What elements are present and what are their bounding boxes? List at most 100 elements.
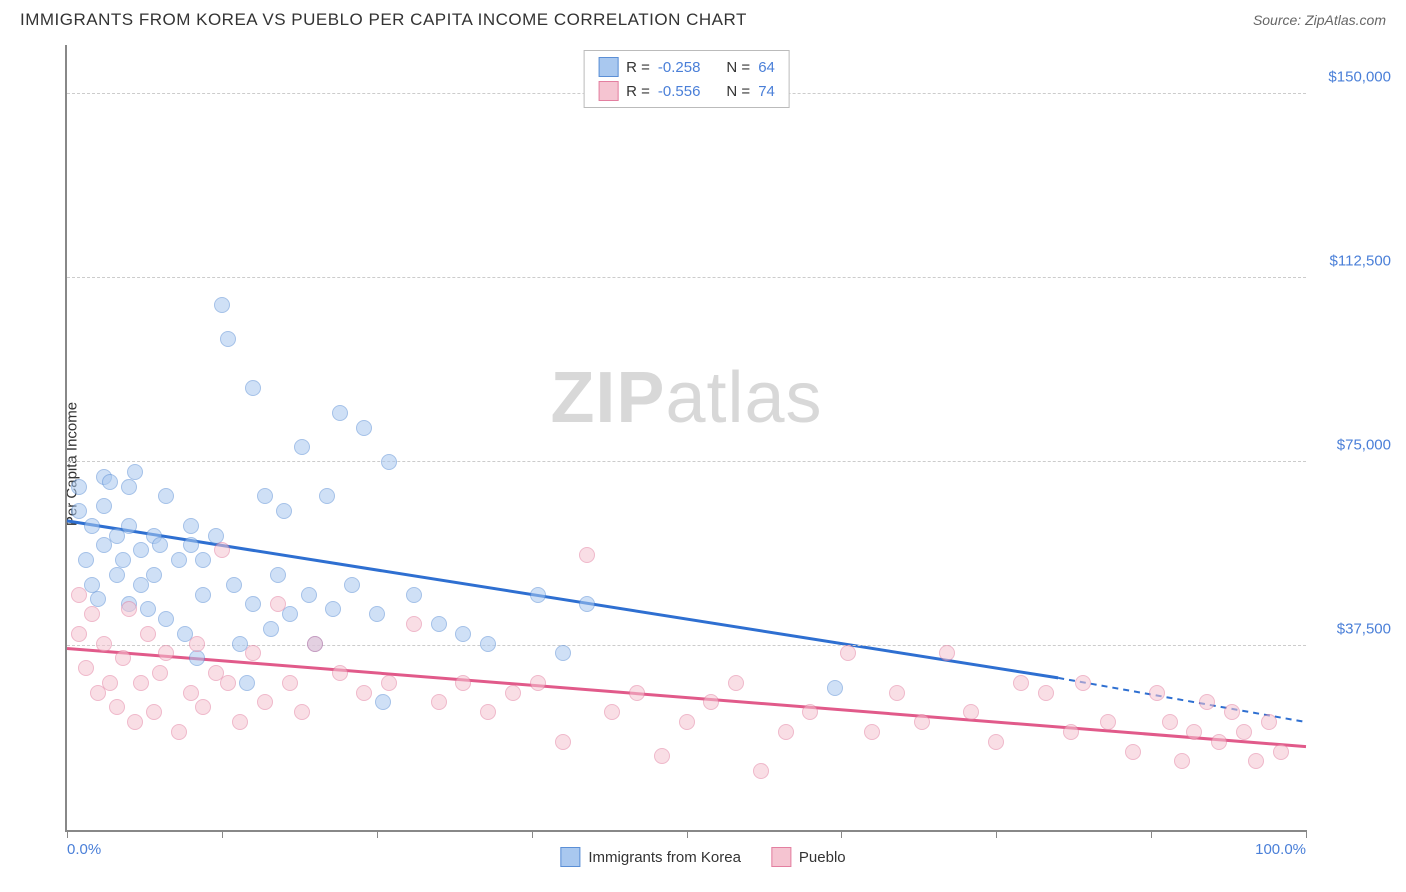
scatter-point-pueblo [171, 724, 187, 740]
legend-swatch [771, 847, 791, 867]
scatter-point-pueblo [753, 763, 769, 779]
x-tick [222, 830, 223, 838]
legend-row-pueblo: R =-0.556N =74 [598, 79, 775, 103]
series-legend-item-korea: Immigrants from Korea [560, 847, 741, 867]
scatter-point-korea [152, 537, 168, 553]
scatter-point-pueblo [1211, 734, 1227, 750]
scatter-point-korea [530, 587, 546, 603]
regression-line-pueblo [67, 648, 1306, 746]
x-tick [67, 830, 68, 838]
scatter-point-pueblo [802, 704, 818, 720]
scatter-point-korea [140, 601, 156, 617]
x-tick [1151, 830, 1152, 838]
scatter-point-pueblo [914, 714, 930, 730]
scatter-point-pueblo [214, 542, 230, 558]
correlation-legend: R =-0.258N =64R =-0.556N =74 [583, 50, 790, 108]
scatter-point-pueblo [703, 694, 719, 710]
scatter-point-pueblo [1236, 724, 1252, 740]
y-tick-label: $75,000 [1311, 437, 1391, 454]
scatter-point-pueblo [505, 685, 521, 701]
scatter-point-korea [356, 420, 372, 436]
legend-swatch [598, 57, 618, 77]
scatter-point-pueblo [356, 685, 372, 701]
scatter-point-korea [90, 591, 106, 607]
scatter-point-pueblo [115, 650, 131, 666]
scatter-point-korea [208, 528, 224, 544]
scatter-point-korea [146, 567, 162, 583]
legend-n-label: N = [726, 59, 750, 76]
scatter-point-pueblo [889, 685, 905, 701]
scatter-point-pueblo [1125, 744, 1141, 760]
scatter-point-korea [332, 405, 348, 421]
scatter-point-pueblo [270, 596, 286, 612]
x-tick [1306, 830, 1307, 838]
gridline [67, 461, 1306, 462]
scatter-point-pueblo [140, 626, 156, 642]
chart-header: IMMIGRANTS FROM KOREA VS PUEBLO PER CAPI… [0, 0, 1406, 35]
scatter-point-pueblo [778, 724, 794, 740]
scatter-point-korea [257, 488, 273, 504]
x-tick [687, 830, 688, 838]
legend-n-value: 64 [758, 59, 775, 76]
scatter-point-korea [189, 650, 205, 666]
series-label: Immigrants from Korea [588, 849, 741, 866]
scatter-point-korea [71, 479, 87, 495]
scatter-point-pueblo [654, 748, 670, 764]
scatter-point-pueblo [257, 694, 273, 710]
scatter-point-pueblo [1261, 714, 1277, 730]
x-tick-label: 100.0% [1255, 841, 1306, 858]
scatter-point-korea [158, 611, 174, 627]
scatter-point-korea [276, 503, 292, 519]
scatter-point-korea [455, 626, 471, 642]
scatter-point-pueblo [96, 636, 112, 652]
scatter-point-korea [263, 621, 279, 637]
y-tick-label: $150,000 [1311, 69, 1391, 86]
plot-region: ZIPatlas R =-0.258N =64R =-0.556N =74 $3… [65, 45, 1306, 832]
scatter-point-korea [109, 567, 125, 583]
scatter-point-pueblo [530, 675, 546, 691]
scatter-point-korea [325, 601, 341, 617]
scatter-point-korea [827, 680, 843, 696]
scatter-point-pueblo [480, 704, 496, 720]
chart-source: Source: ZipAtlas.com [1253, 12, 1386, 28]
scatter-point-korea [96, 498, 112, 514]
scatter-point-pueblo [963, 704, 979, 720]
scatter-point-pueblo [133, 675, 149, 691]
scatter-point-korea [301, 587, 317, 603]
scatter-point-korea [115, 552, 131, 568]
scatter-point-korea [319, 488, 335, 504]
scatter-point-pueblo [1199, 694, 1215, 710]
scatter-point-pueblo [78, 660, 94, 676]
legend-r-label: R = [626, 83, 650, 100]
scatter-point-pueblo [579, 547, 595, 563]
regression-lines [67, 45, 1306, 830]
scatter-point-korea [226, 577, 242, 593]
scatter-point-korea [84, 518, 100, 534]
scatter-point-korea [121, 518, 137, 534]
scatter-point-korea [171, 552, 187, 568]
x-tick [996, 830, 997, 838]
scatter-point-korea [245, 596, 261, 612]
scatter-point-pueblo [1100, 714, 1116, 730]
legend-r-value: -0.556 [658, 83, 701, 100]
scatter-point-korea [270, 567, 286, 583]
legend-r-value: -0.258 [658, 59, 701, 76]
scatter-point-pueblo [102, 675, 118, 691]
scatter-point-pueblo [71, 587, 87, 603]
scatter-point-pueblo [1013, 675, 1029, 691]
series-label: Pueblo [799, 849, 846, 866]
chart-title: IMMIGRANTS FROM KOREA VS PUEBLO PER CAPI… [20, 10, 747, 30]
scatter-point-pueblo [152, 665, 168, 681]
y-tick-label: $37,500 [1311, 621, 1391, 638]
scatter-point-korea [220, 331, 236, 347]
scatter-point-pueblo [121, 601, 137, 617]
series-legend-item-pueblo: Pueblo [771, 847, 846, 867]
scatter-point-korea [406, 587, 422, 603]
scatter-point-pueblo [127, 714, 143, 730]
scatter-point-pueblo [1174, 753, 1190, 769]
scatter-point-korea [78, 552, 94, 568]
scatter-point-pueblo [864, 724, 880, 740]
scatter-point-korea [195, 587, 211, 603]
scatter-point-pueblo [555, 734, 571, 750]
scatter-point-pueblo [1224, 704, 1240, 720]
